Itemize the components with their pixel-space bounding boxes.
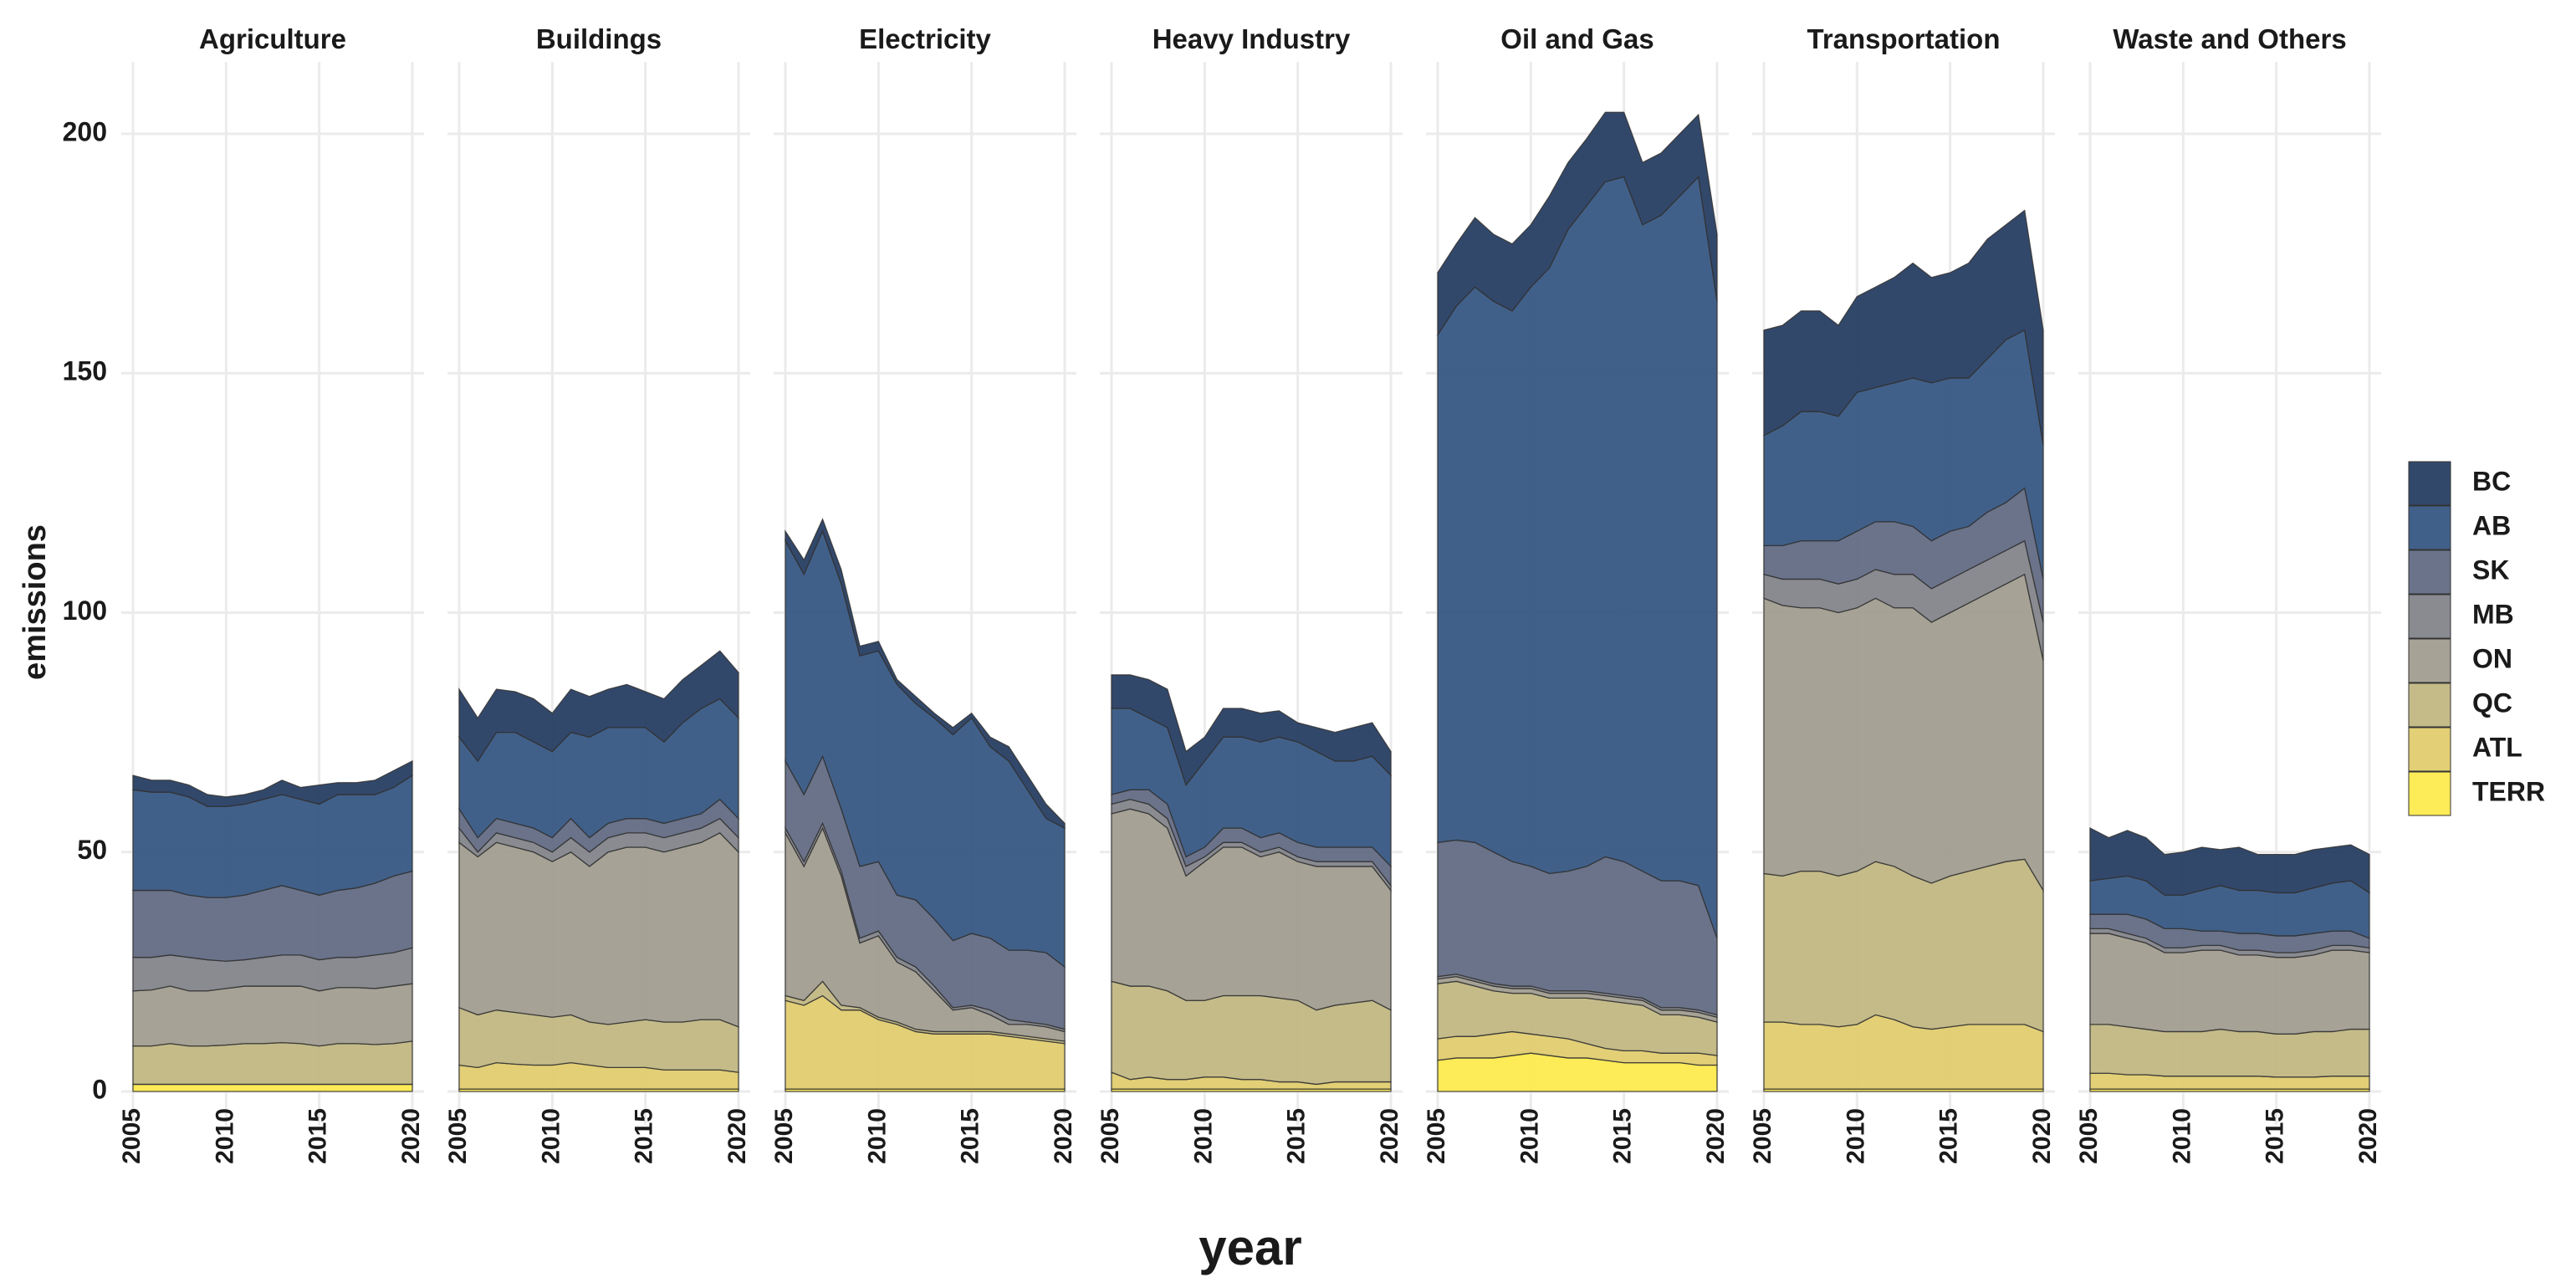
x-tick-label: 2005 xyxy=(770,1108,798,1164)
x-tick-label: 2020 xyxy=(2354,1108,2382,1164)
panel-title: Heavy Industry xyxy=(1153,23,1351,54)
x-tick-label: 2015 xyxy=(957,1108,984,1164)
legend-label: BC xyxy=(2472,466,2511,496)
legend-item-qc: QC xyxy=(2408,682,2512,728)
panel-areas xyxy=(458,650,739,1092)
x-tick-label: 2005 xyxy=(118,1108,146,1164)
x-tick-label: 2010 xyxy=(863,1108,891,1164)
legend-label: QC xyxy=(2472,687,2512,718)
area-on xyxy=(132,983,413,1047)
area-qc xyxy=(132,1040,413,1086)
x-tick-label: 2005 xyxy=(1096,1108,1124,1164)
legend: BC AB SK MB ON QC ATL TERR xyxy=(2408,461,2545,816)
panel-areas xyxy=(1437,111,1718,1092)
area-qc xyxy=(2089,1024,2370,1078)
area-atl xyxy=(1763,1014,2044,1090)
x-tick-label: 2005 xyxy=(2075,1108,2103,1164)
panel-areas xyxy=(785,518,1066,1092)
x-tick-label: 2020 xyxy=(723,1108,751,1164)
x-tick-label: 2015 xyxy=(1609,1108,1637,1164)
panel-areas xyxy=(132,759,413,1092)
x-tick-label: 2020 xyxy=(2028,1108,2056,1164)
legend-item-terr: TERR xyxy=(2408,771,2545,816)
y-tick-label: 200 xyxy=(63,116,107,146)
y-axis-title: emissions xyxy=(18,524,53,680)
legend-label: AB xyxy=(2472,510,2511,540)
x-tick-label: 2010 xyxy=(537,1108,565,1164)
legend-item-bc: BC xyxy=(2408,461,2511,506)
panel-title: Transportation xyxy=(1807,23,2000,54)
area-terr xyxy=(132,1083,413,1092)
panel-title: Agriculture xyxy=(199,23,346,54)
x-tick-label: 2010 xyxy=(1515,1108,1543,1164)
x-tick-label: 2010 xyxy=(211,1108,238,1164)
x-tick-label: 2010 xyxy=(2168,1108,2195,1164)
legend-item-on: ON xyxy=(2408,638,2512,683)
legend-label: ATL xyxy=(2472,732,2522,762)
panel-agriculture: Agriculture 2005 2010 2015 2020 xyxy=(118,23,425,1164)
area-bc xyxy=(785,518,1066,830)
x-tick-label: 2015 xyxy=(631,1108,658,1164)
area-bc xyxy=(1763,209,2044,446)
panel-areas xyxy=(1763,209,2044,1092)
legend-swatch xyxy=(2408,682,2451,728)
x-tick-label: 2015 xyxy=(1935,1108,1963,1164)
legend-item-mb: MB xyxy=(2408,594,2514,639)
panel-buildings: Buildings 2005 2010 2015 2020 xyxy=(444,23,751,1164)
area-on xyxy=(1763,573,2044,892)
x-tick-label: 2010 xyxy=(1842,1108,1869,1164)
x-tick-label: 2005 xyxy=(444,1108,472,1164)
legend-swatch xyxy=(2408,505,2451,550)
area-bc xyxy=(132,759,413,808)
legend-swatch xyxy=(2408,594,2451,639)
legend-item-ab: AB xyxy=(2408,505,2511,550)
legend-swatch xyxy=(2408,549,2451,595)
area-bc xyxy=(1111,674,1392,786)
legend-item-atl: ATL xyxy=(2408,727,2522,772)
panel-title: Waste and Others xyxy=(2113,23,2346,54)
x-axis-title: year xyxy=(1199,1219,1301,1275)
panel-areas xyxy=(1111,674,1392,1092)
panel-waste-and-others: Waste and Others 2005 2010 2015 2020 xyxy=(2075,23,2382,1164)
panel-title: Oil and Gas xyxy=(1500,23,1653,54)
legend-label: SK xyxy=(2472,555,2509,585)
x-tick-label: 2020 xyxy=(1050,1108,1077,1164)
area-on xyxy=(458,832,739,1028)
x-tick-label: 2020 xyxy=(1702,1108,1730,1164)
legend-label: TERR xyxy=(2472,776,2545,806)
legend-swatch xyxy=(2408,727,2451,772)
legend-item-sk: SK xyxy=(2408,549,2509,595)
panel-areas xyxy=(2089,827,2370,1092)
x-tick-label: 2005 xyxy=(1749,1108,1776,1164)
x-tick-label: 2005 xyxy=(1423,1108,1450,1164)
panel-title: Electricity xyxy=(859,23,991,54)
legend-swatch xyxy=(2408,461,2451,506)
area-bc xyxy=(458,650,739,763)
y-tick-label: 100 xyxy=(63,595,107,626)
panel-oil-and-gas: Oil and Gas 2005 2010 2015 2020 xyxy=(1423,23,1730,1164)
legend-swatch xyxy=(2408,638,2451,683)
x-tick-label: 2015 xyxy=(2262,1108,2289,1164)
x-tick-label: 2015 xyxy=(1283,1108,1311,1164)
y-tick-label: 150 xyxy=(63,356,107,386)
x-tick-label: 2020 xyxy=(1376,1108,1403,1164)
x-tick-label: 2015 xyxy=(304,1108,332,1164)
legend-swatch xyxy=(2408,771,2451,816)
area-qc xyxy=(1763,858,2044,1033)
legend-label: MB xyxy=(2472,599,2514,629)
legend-label: ON xyxy=(2472,643,2512,673)
panel-electricity: Electricity 2005 2010 2015 2020 xyxy=(770,23,1077,1164)
x-tick-label: 2020 xyxy=(397,1108,425,1164)
panel-title: Buildings xyxy=(536,23,662,54)
panel-heavy-industry: Heavy Industry 2005 2010 2015 2020 xyxy=(1096,23,1403,1164)
area-bc xyxy=(2089,827,2370,896)
area-bc xyxy=(1437,111,1718,337)
panel-transportation: Transportation 2005 2010 2015 2020 xyxy=(1749,23,2056,1164)
y-tick-label: 0 xyxy=(92,1074,107,1104)
y-tick-label: 50 xyxy=(77,835,107,865)
x-tick-label: 2010 xyxy=(1189,1108,1217,1164)
y-axis: 0 50 100 150 200 xyxy=(63,116,107,1104)
chart-panels: Agriculture 2005 2010 2015 2020 Buildings 2005… xyxy=(118,23,2382,1164)
